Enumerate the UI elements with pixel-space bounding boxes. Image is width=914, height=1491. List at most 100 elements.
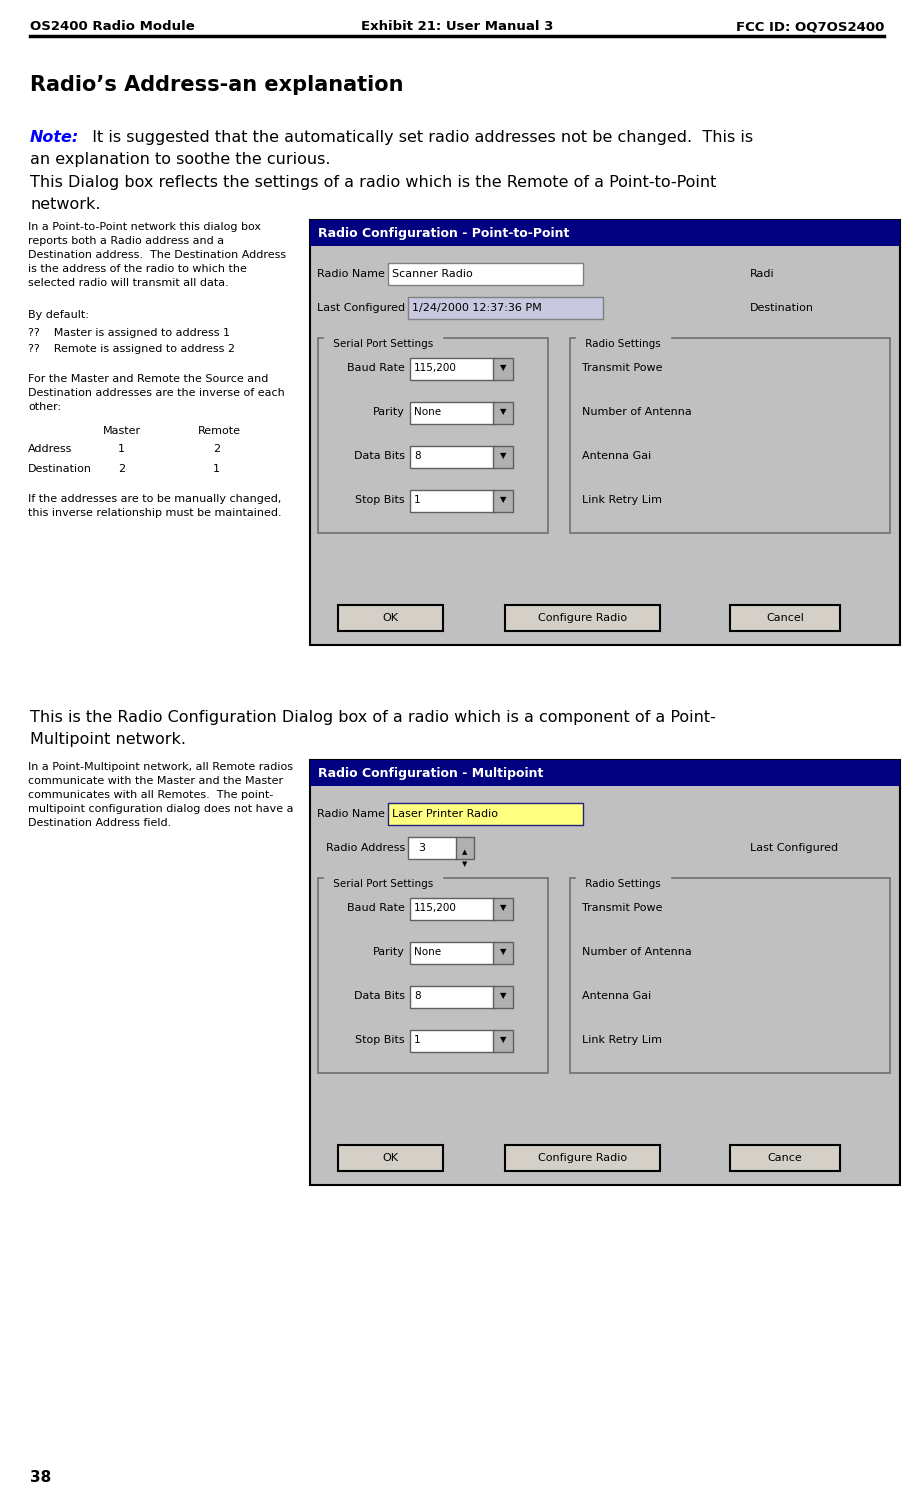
Text: this inverse relationship must be maintained.: this inverse relationship must be mainta… — [28, 508, 282, 517]
Text: Address: Address — [28, 444, 72, 453]
FancyBboxPatch shape — [410, 491, 495, 511]
Text: ▲: ▲ — [462, 848, 468, 854]
FancyBboxPatch shape — [570, 338, 890, 532]
Text: ▼: ▼ — [500, 992, 506, 1000]
Text: 1/24/2000 12:37:36 PM: 1/24/2000 12:37:36 PM — [412, 303, 542, 313]
Text: 3: 3 — [418, 842, 425, 853]
Text: Radio Name: Radio Name — [317, 268, 385, 279]
FancyBboxPatch shape — [388, 262, 583, 285]
Text: Number of Antenna: Number of Antenna — [582, 407, 692, 417]
Text: None: None — [414, 947, 441, 957]
Text: Laser Printer Radio: Laser Printer Radio — [392, 810, 498, 819]
FancyBboxPatch shape — [730, 605, 840, 631]
Text: Destination: Destination — [28, 464, 92, 474]
Text: Parity: Parity — [373, 947, 405, 957]
Text: OK: OK — [382, 613, 399, 623]
Text: Baud Rate: Baud Rate — [347, 904, 405, 912]
Text: Destination address.  The Destination Address: Destination address. The Destination Add… — [28, 250, 286, 259]
Text: Radio Settings: Radio Settings — [582, 338, 664, 349]
Text: ▼: ▼ — [500, 407, 506, 416]
Text: Destination Address field.: Destination Address field. — [28, 819, 171, 828]
Text: 115,200: 115,200 — [414, 362, 457, 373]
Text: This is the Radio Configuration Dialog box of a radio which is a component of a : This is the Radio Configuration Dialog b… — [30, 710, 716, 725]
FancyBboxPatch shape — [318, 338, 548, 532]
Text: Radio Name: Radio Name — [317, 810, 385, 819]
FancyBboxPatch shape — [493, 358, 513, 380]
FancyBboxPatch shape — [505, 605, 660, 631]
Text: ??    Remote is assigned to address 2: ?? Remote is assigned to address 2 — [28, 344, 235, 353]
Text: Master: Master — [103, 426, 141, 435]
Text: ▼: ▼ — [500, 1036, 506, 1045]
Text: 1: 1 — [414, 495, 420, 505]
Text: It is suggested that the automatically set radio addresses not be changed.  This: It is suggested that the automatically s… — [82, 130, 753, 145]
FancyBboxPatch shape — [318, 878, 548, 1074]
Text: By default:: By default: — [28, 310, 89, 321]
Text: OK: OK — [382, 1153, 399, 1163]
FancyBboxPatch shape — [410, 898, 495, 920]
FancyBboxPatch shape — [310, 221, 900, 246]
Text: Baud Rate: Baud Rate — [347, 362, 405, 373]
Text: Remote: Remote — [198, 426, 241, 435]
Text: is the address of the radio to which the: is the address of the radio to which the — [28, 264, 247, 274]
Text: 2: 2 — [213, 444, 220, 453]
FancyBboxPatch shape — [570, 878, 890, 1074]
Text: network.: network. — [30, 197, 101, 212]
Text: ▼: ▼ — [462, 860, 468, 866]
Text: 1: 1 — [118, 444, 125, 453]
Text: Radio’s Address-an explanation: Radio’s Address-an explanation — [30, 75, 403, 95]
FancyBboxPatch shape — [310, 760, 900, 1185]
FancyBboxPatch shape — [388, 804, 583, 825]
FancyBboxPatch shape — [410, 986, 495, 1008]
Text: Multipoint network.: Multipoint network. — [30, 732, 186, 747]
Text: This Dialog box reflects the settings of a radio which is the Remote of a Point-: This Dialog box reflects the settings of… — [30, 174, 717, 189]
Text: Radio Configuration - Multipoint: Radio Configuration - Multipoint — [318, 766, 544, 780]
Text: 8: 8 — [414, 992, 420, 1000]
Text: multipoint configuration dialog does not have a: multipoint configuration dialog does not… — [28, 804, 293, 814]
Text: Data Bits: Data Bits — [354, 450, 405, 461]
Text: Last Configured: Last Configured — [750, 842, 838, 853]
Text: None: None — [414, 407, 441, 417]
Text: Link Retry Lim: Link Retry Lim — [582, 1035, 662, 1045]
Text: Antenna Gai: Antenna Gai — [582, 992, 652, 1000]
FancyBboxPatch shape — [493, 1030, 513, 1053]
Text: Link Retry Lim: Link Retry Lim — [582, 495, 662, 505]
Text: ▼: ▼ — [500, 947, 506, 957]
Text: Parity: Parity — [373, 407, 405, 417]
Text: Transmit Powe: Transmit Powe — [582, 904, 663, 912]
Text: Serial Port Settings: Serial Port Settings — [330, 338, 437, 349]
FancyBboxPatch shape — [493, 446, 513, 468]
FancyBboxPatch shape — [493, 898, 513, 920]
FancyBboxPatch shape — [410, 403, 495, 423]
FancyBboxPatch shape — [338, 1145, 443, 1170]
FancyBboxPatch shape — [408, 836, 458, 859]
Text: Radio Address: Radio Address — [325, 842, 405, 853]
Text: Radio Configuration - Point-to-Point: Radio Configuration - Point-to-Point — [318, 227, 569, 240]
Text: Data Bits: Data Bits — [354, 992, 405, 1000]
Text: Serial Port Settings: Serial Port Settings — [330, 880, 437, 889]
Text: ▼: ▼ — [500, 364, 506, 373]
Text: ▼: ▼ — [500, 495, 506, 504]
Text: 115,200: 115,200 — [414, 904, 457, 912]
Text: If the addresses are to be manually changed,: If the addresses are to be manually chan… — [28, 494, 282, 504]
Text: In a Point-Multipoint network, all Remote radios: In a Point-Multipoint network, all Remot… — [28, 762, 293, 772]
Text: ▼: ▼ — [500, 904, 506, 912]
Text: Stop Bits: Stop Bits — [356, 1035, 405, 1045]
FancyBboxPatch shape — [310, 221, 900, 646]
Text: FCC ID: OQ7OS2400: FCC ID: OQ7OS2400 — [736, 19, 884, 33]
FancyBboxPatch shape — [493, 942, 513, 965]
Text: OS2400 Radio Module: OS2400 Radio Module — [30, 19, 195, 33]
Text: Destination addresses are the inverse of each: Destination addresses are the inverse of… — [28, 388, 285, 398]
FancyBboxPatch shape — [456, 836, 474, 859]
Text: Configure Radio: Configure Radio — [538, 1153, 627, 1163]
Text: In a Point-to-Point network this dialog box: In a Point-to-Point network this dialog … — [28, 222, 261, 233]
FancyBboxPatch shape — [493, 403, 513, 423]
Text: an explanation to soothe the curious.: an explanation to soothe the curious. — [30, 152, 331, 167]
Text: 2: 2 — [118, 464, 125, 474]
Text: selected radio will transmit all data.: selected radio will transmit all data. — [28, 277, 228, 288]
Text: 8: 8 — [414, 450, 420, 461]
Text: Radio Settings: Radio Settings — [582, 880, 664, 889]
FancyBboxPatch shape — [310, 760, 900, 786]
Text: 1: 1 — [213, 464, 220, 474]
Text: Transmit Powe: Transmit Powe — [582, 362, 663, 373]
Text: Configure Radio: Configure Radio — [538, 613, 627, 623]
